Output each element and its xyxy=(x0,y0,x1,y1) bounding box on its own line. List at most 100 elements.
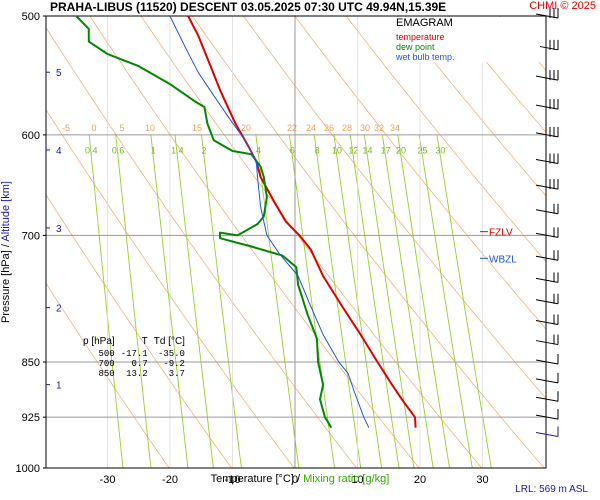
wind-barb-staff xyxy=(535,277,559,283)
table-cell: 3.7 xyxy=(168,369,185,379)
isotherm-label: 26 xyxy=(324,123,334,133)
mixing-ratio-line xyxy=(201,134,242,468)
mixing-ratio-line xyxy=(255,134,300,468)
wind-barb-staff xyxy=(535,432,559,438)
copyright-text: CHMI © 2025 xyxy=(529,0,596,12)
table-cell: 500 xyxy=(98,349,115,359)
table-row: 700 0.7 -9.2 xyxy=(80,359,188,369)
chart-header-title: PRAHA-LIBUS (11520) DESCENT 03.05.2025 0… xyxy=(50,0,447,14)
mixing-ratio-line xyxy=(289,134,335,468)
wind-barb-staff xyxy=(535,340,559,346)
temperature-tick-label: -20 xyxy=(162,474,178,486)
temperature-tick-label: 10 xyxy=(351,474,363,486)
dry-adiabat-line xyxy=(46,27,357,468)
mixing-ratio-line xyxy=(150,134,189,468)
table-cell: 0.7 xyxy=(131,359,148,369)
mixing-ratio-line xyxy=(115,134,152,468)
mixing-ratio-label: 1.4 xyxy=(171,145,184,155)
pressure-tick-label: 925 xyxy=(22,412,40,424)
table-cell: 13.2 xyxy=(126,369,148,379)
isotherm-label: 22 xyxy=(287,123,297,133)
pressure-tick-label: 700 xyxy=(22,230,40,242)
dry-adiabat-line xyxy=(46,109,295,468)
x-axis-label-temperature: Temperature [°C] / xyxy=(210,473,301,485)
wind-barb-staff xyxy=(535,414,559,420)
wind-barb-staff xyxy=(535,299,559,305)
temperature-profile-line xyxy=(187,16,417,428)
temperature-tick-label: -30 xyxy=(100,474,116,486)
isotherm-label: 28 xyxy=(342,123,352,133)
isotherm-label: 24 xyxy=(306,123,316,133)
legend-item-wet-bulb: wet bulb temp. xyxy=(396,52,455,62)
wind-barb-staff xyxy=(535,359,559,365)
level-marker-label: FZLV xyxy=(489,228,513,239)
isotherm-label: 32 xyxy=(374,123,384,133)
altitude-tick-label: 5 xyxy=(56,68,62,79)
wind-barb-staff xyxy=(535,255,559,261)
wetbulb-profile-line xyxy=(169,16,370,428)
mixing-ratio-label: 14 xyxy=(362,145,372,155)
mixing-ratio-label: 0.4 xyxy=(85,145,98,155)
table-header-dewpoint: Td [°C] xyxy=(153,336,185,347)
mixing-ratio-line xyxy=(333,134,383,468)
x-axis-label-mixing-ratio: Mixing ratio [g/kg] xyxy=(303,473,390,485)
dry-adiabat-line xyxy=(448,16,546,133)
mixing-ratio-label: 10 xyxy=(332,145,342,155)
table-row: 850 13.2 3.7 xyxy=(80,369,188,379)
altitude-tick-label: 4 xyxy=(56,146,62,157)
mixing-ratio-line xyxy=(381,134,434,468)
mixing-ratio-label: 17 xyxy=(381,145,391,155)
dry-adiabat-line xyxy=(396,16,546,197)
dry-adiabat-line xyxy=(345,16,546,263)
mixing-ratio-line xyxy=(363,134,415,468)
dry-adiabat-line xyxy=(191,16,545,468)
table-header-temperature: T xyxy=(141,336,148,347)
mixing-ratio-label: 8 xyxy=(315,145,320,155)
isotherm-label: -5 xyxy=(62,123,70,133)
dry-adiabat-line xyxy=(243,16,546,400)
chart-legend: EMAGRAM temperature dew point wet bulb t… xyxy=(390,17,540,62)
mixing-ratio-label: 30 xyxy=(435,145,445,155)
legend-item-temperature: temperature xyxy=(396,32,445,42)
table-cell: -35.0 xyxy=(157,349,185,359)
isotherm-label: 15 xyxy=(192,123,202,133)
table-cell: 850 xyxy=(98,369,115,379)
mixing-ratio-label: 2 xyxy=(202,145,207,155)
mixing-ratio-label: 1 xyxy=(151,145,156,155)
isotherm-label: 30 xyxy=(360,123,370,133)
table-row: 500 -17.1 -35.0 xyxy=(80,349,188,359)
table-header-pressure: p [hPa] xyxy=(83,336,115,347)
y-axis-label-pressure: Pressure [hPa] / xyxy=(0,244,12,323)
wind-barb-staff xyxy=(535,319,559,325)
x-axis-label: Temperature [°C] / Mixing ratio [g/kg] xyxy=(0,473,600,485)
mixing-ratio-line xyxy=(418,134,473,468)
legend-item-dew-point: dew point xyxy=(396,42,435,52)
pressure-tick-label: 1000 xyxy=(16,463,40,475)
isotherm-label: 34 xyxy=(390,123,400,133)
isotherm-label: 10 xyxy=(145,123,155,133)
level-marker-label: WBZL xyxy=(489,254,517,265)
dry-adiabat-line xyxy=(89,16,420,468)
mixing-ratio-label: 4 xyxy=(256,145,261,155)
pressure-tick-label: 850 xyxy=(22,357,40,369)
mixing-ratio-label: 0.6 xyxy=(112,145,125,155)
temperature-tick-label: 0 xyxy=(292,474,298,486)
pressure-tick-label: 600 xyxy=(22,130,40,142)
mixing-ratio-line xyxy=(436,134,492,468)
dry-adiabat-line xyxy=(46,282,170,468)
dry-adiabat-line xyxy=(294,16,546,330)
y-axis-label-altitude: Altitude [km] xyxy=(0,181,12,242)
dewpoint-profile-line xyxy=(75,16,333,429)
wind-barb-staff xyxy=(535,378,559,384)
mixing-ratio-line xyxy=(397,134,450,468)
mixing-ratio-line xyxy=(88,134,124,468)
wind-barb-staff xyxy=(535,75,559,81)
temperature-tick-label: 30 xyxy=(476,474,488,486)
wind-barb-staff xyxy=(535,159,559,165)
mixing-ratio-label: 6 xyxy=(290,145,295,155)
wind-barb-staff xyxy=(535,209,559,215)
mixing-ratio-label: 12 xyxy=(348,145,358,155)
wind-barb-staff xyxy=(535,104,559,110)
pressure-tick-label: 500 xyxy=(22,11,40,23)
